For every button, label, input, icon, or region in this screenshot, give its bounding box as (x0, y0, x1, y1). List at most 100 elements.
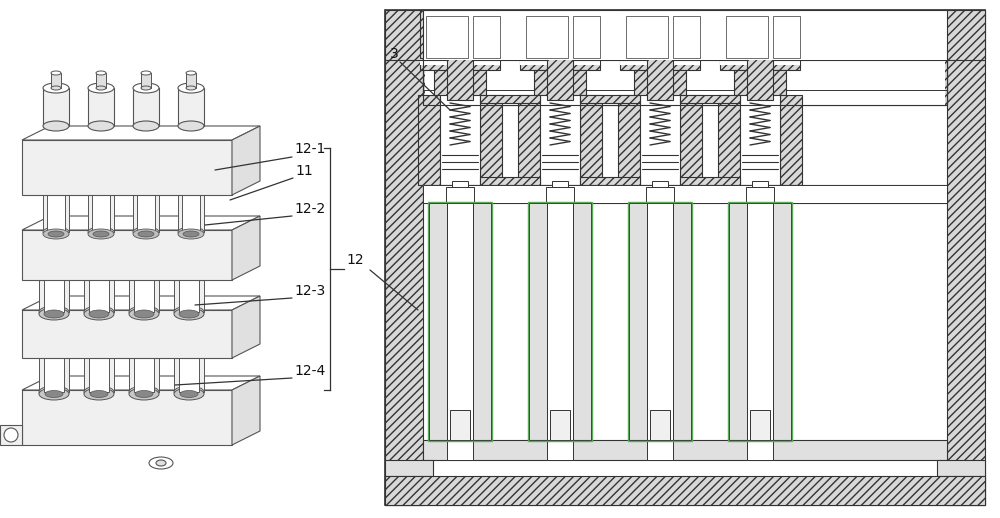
Bar (418, 95, 440, 185)
Bar (747, 440, 773, 460)
Bar (728, 202, 792, 441)
Bar (178, 187, 204, 232)
Ellipse shape (174, 306, 204, 318)
Ellipse shape (44, 265, 64, 275)
Polygon shape (0, 425, 22, 445)
Text: 12: 12 (346, 253, 364, 267)
Bar (440, 95, 480, 185)
Ellipse shape (43, 83, 69, 93)
Ellipse shape (178, 229, 204, 239)
Bar (22, 390, 232, 445)
Ellipse shape (84, 388, 114, 400)
Bar (133, 187, 159, 232)
Bar (473, 16, 500, 58)
Ellipse shape (178, 83, 204, 93)
Bar (420, 10, 500, 70)
Bar (434, 70, 486, 100)
Bar (626, 16, 668, 58)
Bar (43, 187, 69, 232)
Polygon shape (232, 376, 260, 445)
Text: 12-3: 12-3 (294, 284, 325, 298)
Bar (385, 476, 985, 505)
Bar (44, 270, 64, 312)
Bar (734, 70, 786, 100)
Ellipse shape (96, 71, 106, 75)
Ellipse shape (43, 227, 69, 237)
Bar (680, 177, 740, 185)
Bar (552, 181, 568, 203)
Ellipse shape (141, 71, 151, 75)
Bar (673, 203, 691, 440)
Ellipse shape (47, 183, 65, 191)
Ellipse shape (133, 121, 159, 131)
Bar (179, 344, 199, 392)
Bar (550, 410, 570, 440)
Bar (618, 95, 640, 185)
Bar (452, 181, 468, 203)
Bar (720, 10, 800, 65)
Ellipse shape (129, 386, 159, 398)
Bar (747, 203, 773, 440)
Bar (473, 203, 491, 440)
Bar (22, 140, 232, 195)
Ellipse shape (84, 308, 114, 320)
Ellipse shape (178, 121, 204, 131)
Ellipse shape (96, 86, 106, 90)
Ellipse shape (180, 391, 198, 397)
Ellipse shape (137, 183, 155, 191)
Bar (629, 203, 647, 440)
Ellipse shape (178, 182, 204, 192)
Bar (428, 202, 492, 441)
Bar (47, 187, 65, 232)
Ellipse shape (4, 428, 18, 442)
Ellipse shape (39, 338, 69, 350)
Ellipse shape (179, 310, 199, 318)
Bar (134, 344, 154, 392)
Bar (447, 440, 473, 460)
Bar (773, 16, 800, 58)
Ellipse shape (93, 231, 109, 237)
Bar (484, 185, 536, 203)
Bar (740, 95, 780, 185)
Bar (673, 16, 700, 58)
Bar (573, 10, 647, 60)
Ellipse shape (174, 386, 204, 398)
Bar (647, 203, 673, 440)
Bar (720, 10, 800, 70)
Bar (534, 70, 586, 100)
Ellipse shape (179, 265, 199, 275)
Bar (547, 203, 573, 440)
Bar (447, 203, 473, 440)
Ellipse shape (129, 308, 159, 320)
Ellipse shape (88, 227, 114, 237)
Ellipse shape (133, 83, 159, 93)
Bar (84, 344, 114, 392)
Bar (423, 10, 832, 60)
Ellipse shape (186, 86, 196, 90)
Bar (780, 95, 802, 185)
Bar (580, 177, 640, 185)
Bar (423, 185, 947, 203)
Bar (446, 187, 474, 203)
Polygon shape (232, 216, 260, 280)
Bar (43, 88, 69, 126)
Ellipse shape (43, 121, 69, 131)
Ellipse shape (90, 391, 108, 397)
Bar (423, 90, 947, 190)
Ellipse shape (43, 229, 69, 239)
Ellipse shape (129, 264, 159, 276)
Ellipse shape (92, 183, 110, 191)
Ellipse shape (89, 310, 109, 318)
Bar (425, 12, 945, 105)
Bar (580, 95, 602, 185)
Ellipse shape (51, 86, 61, 90)
Bar (634, 70, 686, 100)
Bar (186, 73, 196, 88)
Bar (447, 58, 473, 100)
Bar (134, 270, 154, 312)
Ellipse shape (135, 391, 153, 397)
Bar (385, 477, 985, 505)
Bar (540, 95, 580, 185)
Polygon shape (22, 296, 260, 310)
Ellipse shape (89, 339, 109, 349)
